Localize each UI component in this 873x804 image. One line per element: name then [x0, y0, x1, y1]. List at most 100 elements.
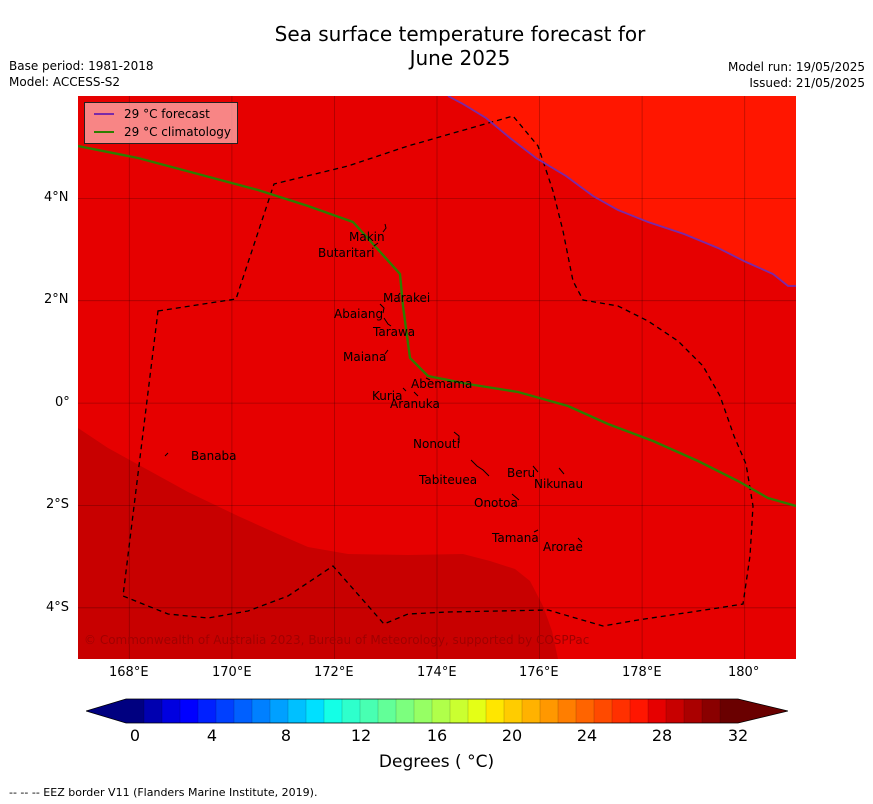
colorbar-tick-0: 0 — [129, 726, 141, 745]
lat-label-4s: 4°S — [46, 600, 70, 615]
map-area: 29 °C forecast 29 °C climatology © Commo… — [78, 96, 796, 659]
colorbar-tick-28: 28 — [651, 726, 673, 745]
title-line-1: Sea surface temperature forecast for — [274, 22, 646, 46]
place-label-aranuka: Aranuka — [390, 397, 440, 411]
place-label-kuria: Kuria — [372, 389, 403, 403]
copyright-notice: © Commonwealth of Australia 2023, Bureau… — [84, 633, 590, 647]
colorbar-segment — [594, 699, 613, 723]
colorbar-tick-12: 12 — [350, 726, 372, 745]
base-period: Base period: 1981-2018 — [9, 59, 154, 73]
sst-region-29-30 — [448, 96, 796, 286]
legend-forecast: 29 °C forecast — [85, 105, 210, 123]
colorbar-segment — [468, 699, 487, 723]
legend-climatology-swatch — [94, 131, 114, 133]
colorbar-over-arrow — [738, 699, 788, 723]
lon-label-168e: 168°E — [109, 665, 149, 680]
meta-left: Base period: 1981-2018 Model: ACCESS-S2 — [9, 58, 154, 90]
colorbar-segment — [126, 699, 145, 723]
model-run: Model run: 19/05/2025 — [727, 60, 865, 74]
issued-date: Issued: 21/05/2025 — [749, 76, 865, 90]
colorbar-segment — [288, 699, 307, 723]
colorbar-segment — [720, 699, 739, 723]
lon-label-180: 180° — [728, 665, 760, 680]
colorbar-segment — [198, 699, 217, 723]
lat-label-0: 0° — [55, 395, 70, 410]
place-label-abaiang: Abaiang — [334, 307, 384, 321]
colorbar-segment — [342, 699, 361, 723]
island-marks — [164, 223, 583, 543]
colorbar-segment — [378, 699, 397, 723]
sst-region-31-32 — [78, 428, 558, 659]
map-legend: 29 °C forecast 29 °C climatology — [84, 102, 238, 144]
chart-title: Sea surface temperature forecast for Jun… — [260, 22, 660, 70]
colorbar-segment — [702, 699, 721, 723]
lon-label-172e: 172°E — [314, 665, 354, 680]
place-label-marakei: Marakei — [383, 291, 431, 305]
lon-label-174e: 174°E — [417, 665, 457, 680]
colorbar-segment — [180, 699, 199, 723]
place-label-makin: Makin — [349, 230, 385, 244]
colorbar-segment — [522, 699, 541, 723]
eez-border — [122, 115, 754, 627]
colorbar-tick-4: 4 — [206, 726, 218, 745]
lat-label-2n: 2°N — [44, 292, 69, 307]
place-label-nonouti: Nonouti — [413, 437, 460, 451]
place-label-banaba: Banaba — [191, 449, 237, 463]
colorbar-title: Degrees ( °C) — [378, 752, 495, 772]
model-name: Model: ACCESS-S2 — [9, 75, 121, 89]
colorbar-segment — [162, 699, 181, 723]
colorbar-segment — [630, 699, 649, 723]
colorbar-segment — [432, 699, 451, 723]
colorbar-tick-20: 20 — [501, 726, 523, 745]
climatology-contour — [78, 144, 796, 508]
place-label-maiana: Maiana — [343, 350, 387, 364]
colorbar-segment — [270, 699, 289, 723]
colorbar-segment — [396, 699, 415, 723]
title-line-2: June 2025 — [409, 46, 511, 70]
colorbar-segment — [414, 699, 433, 723]
colorbar-segment — [666, 699, 685, 723]
colorbar-segment — [540, 699, 559, 723]
forecast-contour — [447, 96, 796, 287]
colorbar-segment — [306, 699, 325, 723]
place-label-tarawa: Tarawa — [373, 325, 416, 339]
lat-label-4n: 4°N — [44, 190, 69, 205]
meta-right: Model run: 19/05/2025 Issued: 21/05/2025 — [728, 59, 865, 91]
place-label-butaritari: Butaritari — [318, 246, 375, 260]
colorbar-segment — [576, 699, 595, 723]
colorbar-tick-32: 32 — [727, 726, 749, 745]
colorbar-segment — [684, 699, 703, 723]
place-label-nikunau: Nikunau — [534, 477, 584, 491]
eez-footnote: -- -- -- EEZ border V11 (Flanders Marine… — [9, 786, 318, 799]
place-label-arorae: Arorae — [543, 540, 583, 554]
lon-label-170e: 170°E — [212, 665, 252, 680]
colorbar-segment — [450, 699, 469, 723]
place-label-abemama: Abemama — [411, 377, 473, 391]
colorbar-segment — [144, 699, 163, 723]
colorbar-outline — [86, 698, 788, 724]
colorbar-segment — [216, 699, 235, 723]
colorbar-segment — [360, 699, 379, 723]
place-label-tabiteuea: Tabiteuea — [419, 473, 478, 487]
place-label-beru: Beru — [507, 466, 536, 480]
place-label-onotoa: Onotoa — [474, 496, 518, 510]
legend-forecast-label: 29 °C forecast — [124, 107, 210, 121]
legend-climatology: 29 °C climatology — [85, 123, 231, 141]
colorbar-segment — [648, 699, 667, 723]
legend-forecast-swatch — [94, 113, 114, 115]
lat-label-2s: 2°S — [46, 497, 70, 512]
colorbar-segment — [504, 699, 523, 723]
colorbar-segment — [324, 699, 343, 723]
place-label-tamana: Tamana — [492, 531, 539, 545]
colorbar-segment — [252, 699, 271, 723]
colorbar-segment — [234, 699, 253, 723]
colorbar-segment — [612, 699, 631, 723]
map-svg — [78, 96, 796, 659]
colorbar-segment — [486, 699, 505, 723]
colorbar — [86, 698, 788, 724]
colorbar-tick-8: 8 — [280, 726, 292, 745]
colorbar-under-arrow — [86, 699, 126, 723]
colorbar-segment — [558, 699, 577, 723]
colorbar-tick-24: 24 — [576, 726, 598, 745]
lon-label-178e: 178°E — [622, 665, 662, 680]
